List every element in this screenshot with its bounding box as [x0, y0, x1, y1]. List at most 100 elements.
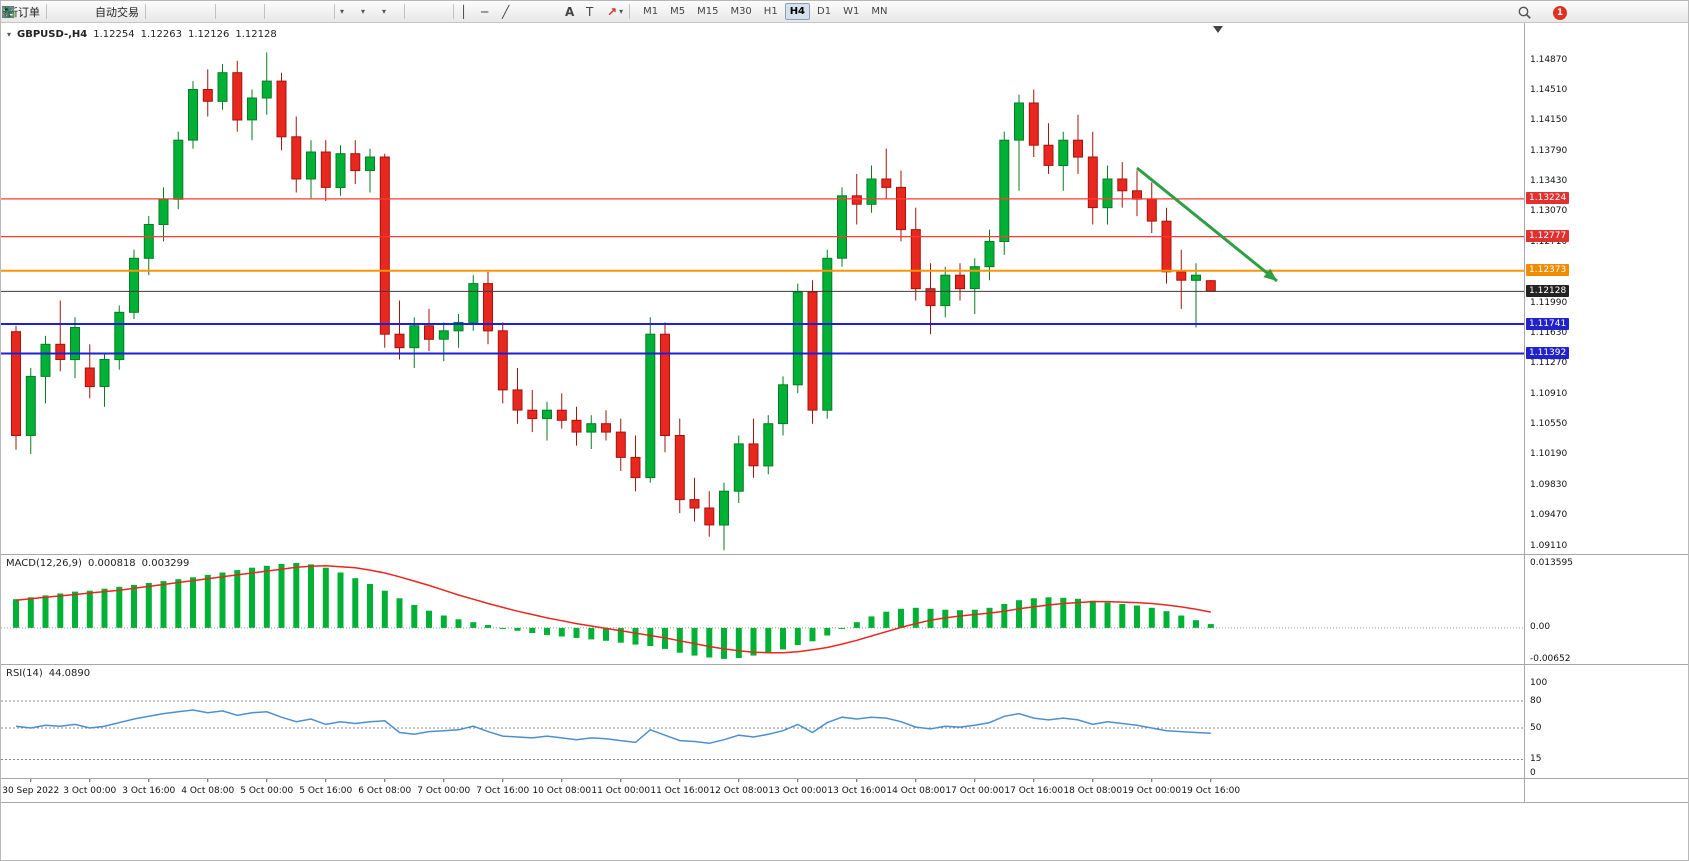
axis-label: 1.09470: [1530, 510, 1568, 521]
axis-label: 100: [1530, 677, 1548, 688]
line-chart-button[interactable]: [1, 2, 212, 21]
quote-close: 1.12128: [235, 29, 277, 40]
arrow-tool-button[interactable]: ↗ ▾: [604, 2, 626, 21]
toolbar-right-group: 1: [1517, 3, 1571, 22]
bar-chart-button[interactable]: [2, 2, 170, 21]
axis-label: 1.14510: [1530, 84, 1568, 95]
chart-window-button[interactable]: [2, 2, 71, 21]
vertical-line-button[interactable]: │: [457, 2, 478, 21]
timeframe-M1[interactable]: M1: [643, 6, 659, 17]
price-tag: 1.12777: [1526, 230, 1570, 243]
search-icon: [1518, 6, 1531, 19]
notification-button[interactable]: 1: [1550, 3, 1571, 22]
axis-label: 1.13070: [1530, 206, 1568, 217]
chevron-down-icon: ▾: [361, 7, 366, 16]
notification-badge: 1: [1553, 5, 1567, 20]
timeframe-D1[interactable]: D1: [817, 6, 832, 17]
toolbar-separator: [46, 4, 47, 19]
time-label: 18 Oct 08:00: [1063, 786, 1122, 796]
price-tag: 1.13224: [1526, 192, 1570, 205]
timeframe-group: M1 M5 M15 M30 H1 H4 D1 W1 MN: [637, 3, 893, 20]
axis-label: 0: [1530, 767, 1536, 778]
macd-value-main: 0.000818: [87, 558, 136, 569]
time-label: 13 Oct 16:00: [827, 786, 886, 796]
price-tag: 1.12373: [1526, 264, 1570, 277]
text-tool-button[interactable]: A: [562, 2, 583, 21]
rsi-line: [15, 709, 1211, 745]
chevron-down-icon: ▾: [340, 7, 345, 16]
profile-button[interactable]: [3, 2, 92, 21]
horizontal-line-button[interactable]: ─: [478, 2, 499, 21]
toolbar-separator: [404, 4, 405, 19]
chevron-down-icon: ▾: [382, 7, 387, 16]
rsi-level-lines: [1, 700, 1524, 760]
chart-shift-button[interactable]: [2, 2, 331, 21]
macd-signal-line: [15, 565, 1211, 654]
periods-button[interactable]: ▾: [2, 2, 380, 21]
templates-button[interactable]: ▾: [2, 2, 401, 21]
auto-scroll-button[interactable]: [2, 2, 310, 21]
rsi-chart[interactable]: [1, 665, 1524, 778]
fibonacci-button[interactable]: [2, 2, 562, 21]
time-label: 7 Oct 00:00: [417, 786, 470, 796]
axis-label: 1.09110: [1530, 540, 1568, 551]
new-order-label: 新订单: [7, 5, 40, 19]
zoom-in-button[interactable]: [2, 2, 240, 21]
vertical-line-icon: │: [460, 4, 468, 19]
panel-separator[interactable]: [1, 554, 1688, 555]
zoom-out-button[interactable]: [2, 2, 261, 21]
text-icon: A: [565, 4, 575, 19]
toolbar-separator: [145, 4, 146, 19]
timeframe-MN[interactable]: MN: [871, 6, 888, 17]
axis-label: -0.00652: [1530, 653, 1571, 664]
search-button[interactable]: [1517, 3, 1538, 22]
axis-label: 1.09830: [1530, 479, 1568, 490]
quote-open: 1.12254: [93, 29, 135, 40]
axis-label: 0.013595: [1530, 557, 1573, 568]
tile-windows-button[interactable]: [2, 2, 289, 21]
panel-separator[interactable]: [1, 664, 1688, 665]
time-label: 17 Oct 16:00: [1004, 786, 1063, 796]
axis-label: 1.11630: [1530, 327, 1568, 338]
horizontal-line-icon: ─: [481, 4, 489, 19]
price-chart[interactable]: [1, 23, 1524, 554]
cursor-button[interactable]: [5, 2, 429, 21]
axis-label: 1.10550: [1530, 419, 1568, 429]
time-label: 7 Oct 16:00: [476, 786, 529, 796]
price-tag: 1.11392: [1526, 347, 1570, 359]
candlestick-button[interactable]: [3, 2, 191, 21]
time-label: 19 Oct 16:00: [1181, 786, 1240, 796]
price-axis: 1.14870 1.14510 1.14150 1.13790 1.13430 1.130…: [1525, 23, 1688, 802]
channel-button[interactable]: [2, 2, 541, 21]
trendline-icon: ╱: [502, 4, 510, 19]
timeframe-M5[interactable]: M5: [670, 6, 686, 17]
timeframe-W1[interactable]: W1: [843, 6, 860, 17]
toolbar-separator: [629, 4, 631, 19]
timeframe-H4[interactable]: H4: [784, 3, 811, 20]
macd-value-signal: 0.003299: [141, 558, 190, 569]
indicators-button[interactable]: ▾: [1, 2, 359, 21]
label-tool-button[interactable]: T: [583, 2, 604, 21]
trend-arrow: [1136, 166, 1278, 283]
chevron-down-icon: ▾: [7, 30, 12, 39]
macd-name: MACD(12,26,9): [6, 558, 82, 569]
trendline-button[interactable]: ╱: [499, 2, 520, 21]
panel-separator: [1, 778, 1688, 779]
toolbar-separator: [215, 4, 216, 19]
macd-chart[interactable]: [1, 555, 1524, 664]
time-label: 5 Oct 16:00: [299, 786, 352, 796]
timeframe-M15[interactable]: M15: [697, 6, 719, 17]
auto-trading-button[interactable]: 自动交易: [2, 2, 142, 21]
timeframe-H1[interactable]: H1: [763, 6, 778, 17]
time-label: 13 Oct 00:00: [768, 786, 827, 796]
timeframe-M30[interactable]: M30: [730, 6, 752, 17]
axis-label: 1.10910: [1530, 388, 1568, 399]
crosshair-button[interactable]: [2, 2, 450, 21]
quote-high: 1.12263: [140, 29, 182, 40]
time-label: 3 Oct 00:00: [63, 786, 116, 796]
time-label: 17 Oct 00:00: [945, 786, 1004, 796]
macd-indicator-label: MACD(12,26,9) 0.000818 0.003299: [6, 558, 189, 569]
axis-label: 1.14150: [1530, 115, 1568, 126]
time-label: 11 Oct 16:00: [650, 786, 709, 796]
